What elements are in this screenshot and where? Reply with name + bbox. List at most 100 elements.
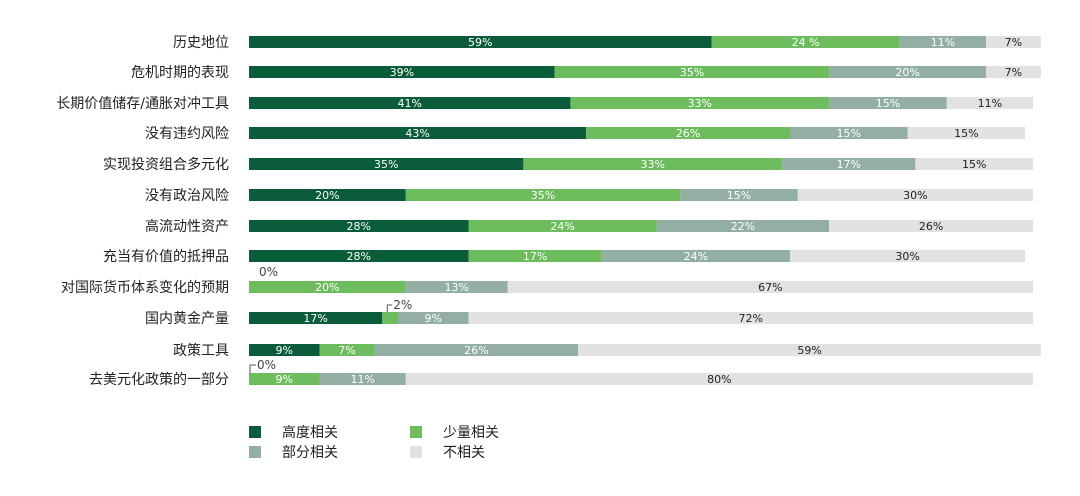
legend-label: 部分相关 <box>282 445 338 461</box>
data-label: 24% <box>550 220 574 233</box>
data-label: 33% <box>688 97 712 110</box>
data-label: 0% <box>257 358 276 372</box>
category-labels: 历史地位危机时期的表现长期价值储存/通胀对冲工具没有违约风险实现投资组合多元化没… <box>56 35 229 388</box>
bar-segment <box>405 373 1033 385</box>
data-label: 35% <box>680 66 704 79</box>
bar-segment <box>829 220 1033 232</box>
bar-segment <box>319 344 375 356</box>
bar-segment <box>829 97 947 109</box>
data-label: 17% <box>837 158 861 171</box>
data-label: 43% <box>405 127 429 140</box>
legend-swatch <box>410 426 422 438</box>
bar-segment <box>711 36 900 48</box>
data-label: 80% <box>707 373 731 386</box>
legend-item: 高度相关 <box>249 424 338 441</box>
bar-segment <box>578 344 1041 356</box>
data-label: 11% <box>350 373 374 386</box>
bar-segment <box>985 36 1041 48</box>
data-label: 26% <box>464 344 488 357</box>
legend-item: 不相关 <box>410 445 485 461</box>
bar-segment <box>468 220 657 232</box>
data-label: 9% <box>276 373 293 386</box>
category-label: 实现投资组合多元化 <box>103 156 229 173</box>
data-label: 15% <box>837 127 861 140</box>
category-label: 去美元化政策的一部分 <box>89 371 229 388</box>
bar-segment <box>382 312 398 324</box>
data-label: 59% <box>797 344 821 357</box>
data-label: 26% <box>919 220 943 233</box>
data-label: 11% <box>978 97 1002 110</box>
bar-segment <box>249 344 320 356</box>
bar-row: 20% 35% 15% 30% <box>249 189 1033 202</box>
data-label: 13% <box>445 281 469 294</box>
bar-row: 9% 11% 80% <box>249 373 1033 386</box>
category-label: 没有政治风险 <box>145 188 229 204</box>
bar-row: 39% 35% 20% 7% <box>249 66 1041 79</box>
bar-segment <box>915 158 1033 170</box>
data-label: 22% <box>731 220 755 233</box>
bar-segment <box>468 312 1033 324</box>
annotations: 0% 2% 0% <box>249 265 412 373</box>
bar-segment <box>397 312 469 324</box>
bar-segment <box>601 250 790 262</box>
legend-item: 少量相关 <box>410 425 499 441</box>
data-label: 17% <box>523 250 547 263</box>
bar-segment <box>946 97 1033 109</box>
bar-row: 35% 33% 17% 15% <box>249 158 1033 171</box>
bar-segment <box>405 281 508 293</box>
bar-row: 28% 17% 24% 30% <box>249 250 1026 263</box>
bar-segment <box>249 36 712 48</box>
data-label: 72% <box>739 312 763 325</box>
data-label: 20% <box>895 66 919 79</box>
data-label: 15% <box>954 127 978 140</box>
legend-swatch <box>249 446 261 458</box>
callout-bracket <box>386 304 393 312</box>
bar-segment <box>523 158 783 170</box>
data-label: 30% <box>903 189 927 202</box>
bar-segment <box>507 281 1034 293</box>
category-label: 没有违约风险 <box>145 126 229 142</box>
bar-segment <box>249 373 320 385</box>
bar-segment <box>249 220 469 232</box>
bar-segment <box>782 158 916 170</box>
legend-swatch <box>249 426 261 438</box>
data-label: 7% <box>1005 66 1022 79</box>
data-label: 15% <box>727 189 751 202</box>
bar-row: 59% 24 % 11% 7% <box>249 36 1041 49</box>
bar-segment <box>374 344 579 356</box>
data-label: 15% <box>962 158 986 171</box>
data-label: 33% <box>641 158 665 171</box>
data-label: 9% <box>276 344 293 357</box>
bar-segment <box>570 97 830 109</box>
category-label: 政策工具 <box>173 342 229 359</box>
bar-segment <box>405 189 681 201</box>
bar-segment <box>985 66 1041 78</box>
bar-segment <box>249 189 406 201</box>
data-label: 28% <box>347 220 371 233</box>
category-label: 对国际货币体系变化的预期 <box>61 279 229 296</box>
bar-row: 28% 24% 22% 26% <box>249 220 1033 233</box>
bar-segment <box>554 66 830 78</box>
data-label: 11% <box>931 36 955 49</box>
data-label: 26% <box>676 127 700 140</box>
bar-segment <box>797 189 1033 201</box>
bar-segment <box>789 127 908 139</box>
legend-swatch <box>410 446 422 458</box>
category-label: 历史地位 <box>173 35 229 51</box>
legend-item: 部分相关 <box>249 445 338 461</box>
bar-segment <box>249 127 587 139</box>
bar-row: 41% 33% 15% 11% <box>249 97 1033 110</box>
callout-bracket <box>249 364 256 373</box>
category-label: 高流动性资产 <box>145 218 229 235</box>
category-label: 充当有价值的抵押品 <box>103 249 229 265</box>
bar-segment <box>468 250 602 262</box>
bars: 59% 24 % 11% 7% 39% 35% 20% 7% 41% 33% 15% 11% 43% 26… <box>249 36 1041 386</box>
data-label: 7% <box>338 344 355 357</box>
bar-segment <box>680 189 798 201</box>
data-label: 15% <box>876 97 900 110</box>
data-label: 35% <box>531 189 555 202</box>
legend-label: 不相关 <box>443 445 485 461</box>
data-label: 30% <box>895 250 919 263</box>
